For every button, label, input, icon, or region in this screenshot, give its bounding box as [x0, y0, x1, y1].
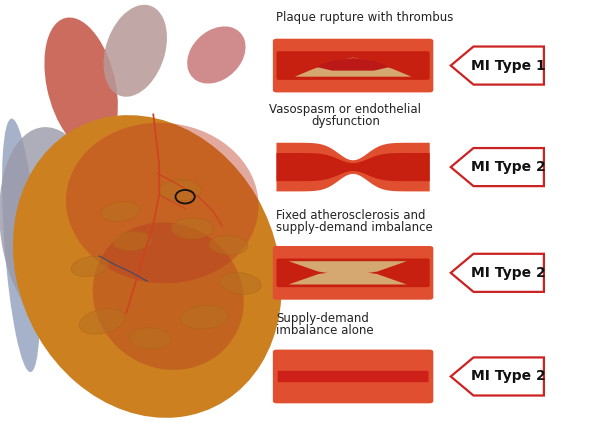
Text: Fixed atherosclerosis and: Fixed atherosclerosis and	[276, 209, 426, 222]
Ellipse shape	[209, 236, 248, 255]
Text: Plaque rupture with thrombus: Plaque rupture with thrombus	[276, 11, 454, 24]
Ellipse shape	[13, 115, 282, 418]
FancyBboxPatch shape	[278, 371, 429, 382]
Polygon shape	[288, 270, 407, 285]
Ellipse shape	[103, 5, 167, 97]
Polygon shape	[316, 58, 391, 71]
Ellipse shape	[101, 202, 139, 221]
FancyBboxPatch shape	[273, 246, 433, 300]
FancyBboxPatch shape	[276, 258, 430, 287]
Ellipse shape	[0, 127, 109, 330]
Ellipse shape	[129, 328, 171, 349]
Ellipse shape	[113, 231, 151, 251]
Text: MI Type 2: MI Type 2	[471, 160, 546, 174]
Ellipse shape	[79, 309, 125, 334]
Text: supply-demand imbalance: supply-demand imbalance	[276, 221, 433, 233]
Text: imbalance alone: imbalance alone	[276, 324, 374, 338]
Polygon shape	[451, 148, 544, 186]
Polygon shape	[276, 153, 430, 181]
Polygon shape	[451, 254, 544, 292]
Text: Supply-demand: Supply-demand	[276, 313, 370, 326]
Polygon shape	[288, 261, 407, 276]
Ellipse shape	[2, 118, 40, 372]
Ellipse shape	[187, 26, 246, 84]
Text: dysfunction: dysfunction	[311, 115, 380, 128]
Ellipse shape	[44, 17, 118, 152]
Ellipse shape	[180, 305, 228, 329]
FancyBboxPatch shape	[276, 51, 430, 80]
Text: MI Type 1: MI Type 1	[471, 58, 546, 73]
Ellipse shape	[72, 256, 109, 277]
FancyBboxPatch shape	[273, 349, 433, 404]
Polygon shape	[451, 357, 544, 396]
Ellipse shape	[93, 222, 244, 370]
Ellipse shape	[171, 218, 213, 239]
Ellipse shape	[159, 180, 201, 201]
Ellipse shape	[66, 123, 258, 283]
Text: Vasospasm or endothelial: Vasospasm or endothelial	[269, 103, 421, 116]
Polygon shape	[451, 47, 544, 85]
Text: MI Type 2: MI Type 2	[471, 266, 546, 280]
Text: MI Type 2: MI Type 2	[471, 369, 546, 384]
Polygon shape	[276, 143, 430, 191]
Ellipse shape	[220, 272, 261, 294]
Polygon shape	[295, 58, 411, 77]
FancyBboxPatch shape	[273, 39, 433, 93]
